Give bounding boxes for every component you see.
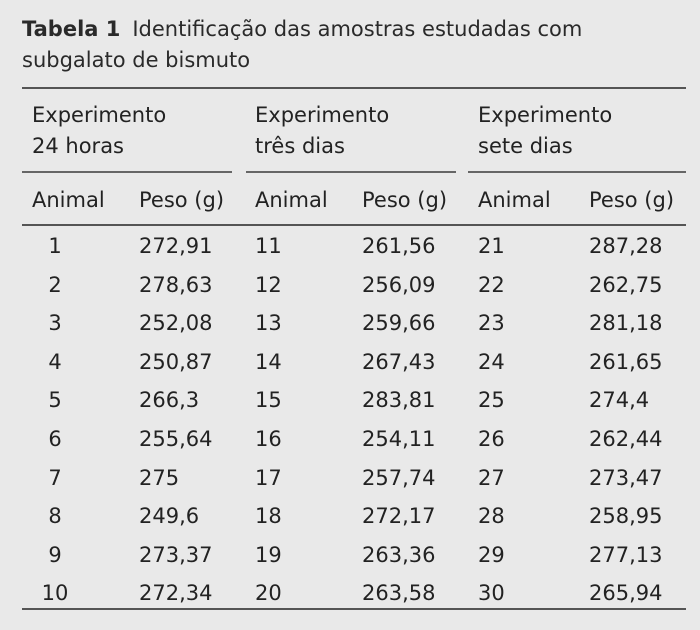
table-row: 1 272,91 11 261,56 21 287,28	[0, 227, 700, 266]
table-row: 7 275 17 257,74 27 273,47	[0, 459, 700, 498]
column-header-animal: Animal	[32, 188, 105, 212]
group-header-sete-dias: Experimento sete dias	[478, 103, 613, 158]
cell-peso: 254,11	[362, 427, 436, 451]
column-header-peso: Peso (g)	[589, 188, 675, 212]
cell-animal: 20	[255, 581, 282, 606]
group-rule-2	[246, 171, 456, 173]
cell-animal: 13	[255, 311, 282, 336]
table-row: 5 266,3 15 283,81 25 274,4	[0, 381, 700, 420]
group-header-24-horas: Experimento 24 horas	[32, 103, 167, 158]
cell-peso: 250,87	[139, 349, 213, 374]
cell-peso: 273,37	[139, 542, 213, 567]
table-caption: Tabela 1 Identificação das amostras estud…	[22, 14, 692, 76]
cell-peso: 275	[139, 465, 180, 490]
column-header-peso: Peso (g)	[362, 188, 448, 212]
cell-peso: 267,43	[362, 349, 436, 374]
cell-peso: 263,58	[362, 581, 436, 606]
cell-peso: 256,09	[362, 272, 436, 297]
cell-peso: 272,34	[139, 581, 213, 606]
cell-animal: 29	[478, 542, 505, 567]
cell-animal: 28	[478, 504, 505, 529]
cell-peso: 261,65	[589, 349, 663, 374]
cell-peso: 262,75	[589, 272, 663, 297]
cell-peso: 281,18	[589, 311, 663, 336]
cell-peso: 258,95	[589, 504, 663, 529]
top-rule	[22, 87, 686, 89]
cell-animal: 12	[255, 272, 282, 297]
table-row: 9 273,37 19 263,36 29 277,13	[0, 536, 700, 575]
cell-peso: 262,44	[589, 427, 663, 451]
cell-peso: 261,56	[362, 234, 436, 258]
cell-animal: 2	[48, 272, 62, 297]
table-label: Tabela 1	[22, 17, 121, 41]
cell-peso: 263,36	[362, 542, 436, 567]
cell-animal: 15	[255, 388, 282, 413]
cell-peso: 266,3	[139, 388, 200, 413]
table-row: 2 278,63 12 256,09 22 262,75	[0, 266, 700, 305]
column-header-animal: Animal	[478, 188, 551, 212]
cell-animal: 10	[41, 581, 69, 606]
column-header-animal: Animal	[255, 188, 328, 212]
cell-animal: 22	[478, 272, 505, 297]
table-row: 3 252,08 13 259,66 23 281,18	[0, 304, 700, 343]
table-row: 6 255,64 16 254,11 26 262,44	[0, 420, 700, 459]
group-rule-1	[22, 171, 232, 173]
cell-animal: 24	[478, 349, 505, 374]
cell-animal: 16	[255, 427, 282, 451]
cell-peso: 274,4	[589, 388, 650, 413]
cell-animal: 11	[255, 234, 282, 258]
cell-animal: 9	[48, 542, 62, 567]
cell-animal: 23	[478, 311, 505, 336]
bottom-rule	[22, 608, 686, 610]
cell-animal: 21	[478, 234, 505, 258]
cell-peso: 249,6	[139, 504, 200, 529]
cell-animal: 3	[48, 311, 62, 336]
group-rule-3	[468, 171, 686, 173]
table-title: Identificação das amostras estudadas com…	[22, 17, 583, 72]
cell-animal: 17	[255, 465, 282, 490]
cell-animal: 18	[255, 504, 282, 529]
cell-animal: 8	[48, 504, 62, 529]
cell-animal: 14	[255, 349, 282, 374]
cell-peso: 272,17	[362, 504, 436, 529]
cell-peso: 252,08	[139, 311, 213, 336]
cell-peso: 259,66	[362, 311, 436, 336]
cell-peso: 257,74	[362, 465, 436, 490]
cell-animal: 25	[478, 388, 505, 413]
cell-animal: 27	[478, 465, 505, 490]
cell-peso: 283,81	[362, 388, 436, 413]
cell-animal: 4	[48, 349, 62, 374]
cell-animal: 1	[48, 234, 62, 258]
cell-peso: 272,91	[139, 234, 213, 258]
cell-animal: 30	[478, 581, 505, 606]
cell-peso: 278,63	[139, 272, 213, 297]
cell-animal: 6	[48, 427, 62, 451]
table-row: 4 250,87 14 267,43 24 261,65	[0, 343, 700, 382]
table-row: 10 272,34 20 263,58 30 265,94	[0, 574, 700, 613]
cell-peso: 265,94	[589, 581, 663, 606]
table-row: 8 249,6 18 272,17 28 258,95	[0, 497, 700, 536]
cell-peso: 287,28	[589, 234, 663, 258]
column-header-peso: Peso (g)	[139, 188, 225, 212]
cell-animal: 19	[255, 542, 282, 567]
group-header-tres-dias: Experimento três dias	[255, 103, 390, 158]
cell-peso: 273,47	[589, 465, 663, 490]
cell-peso: 255,64	[139, 427, 213, 451]
cell-animal: 5	[48, 388, 62, 413]
header-rule	[22, 224, 686, 226]
cell-peso: 277,13	[589, 542, 663, 567]
cell-animal: 7	[48, 465, 62, 490]
cell-animal: 26	[478, 427, 505, 451]
